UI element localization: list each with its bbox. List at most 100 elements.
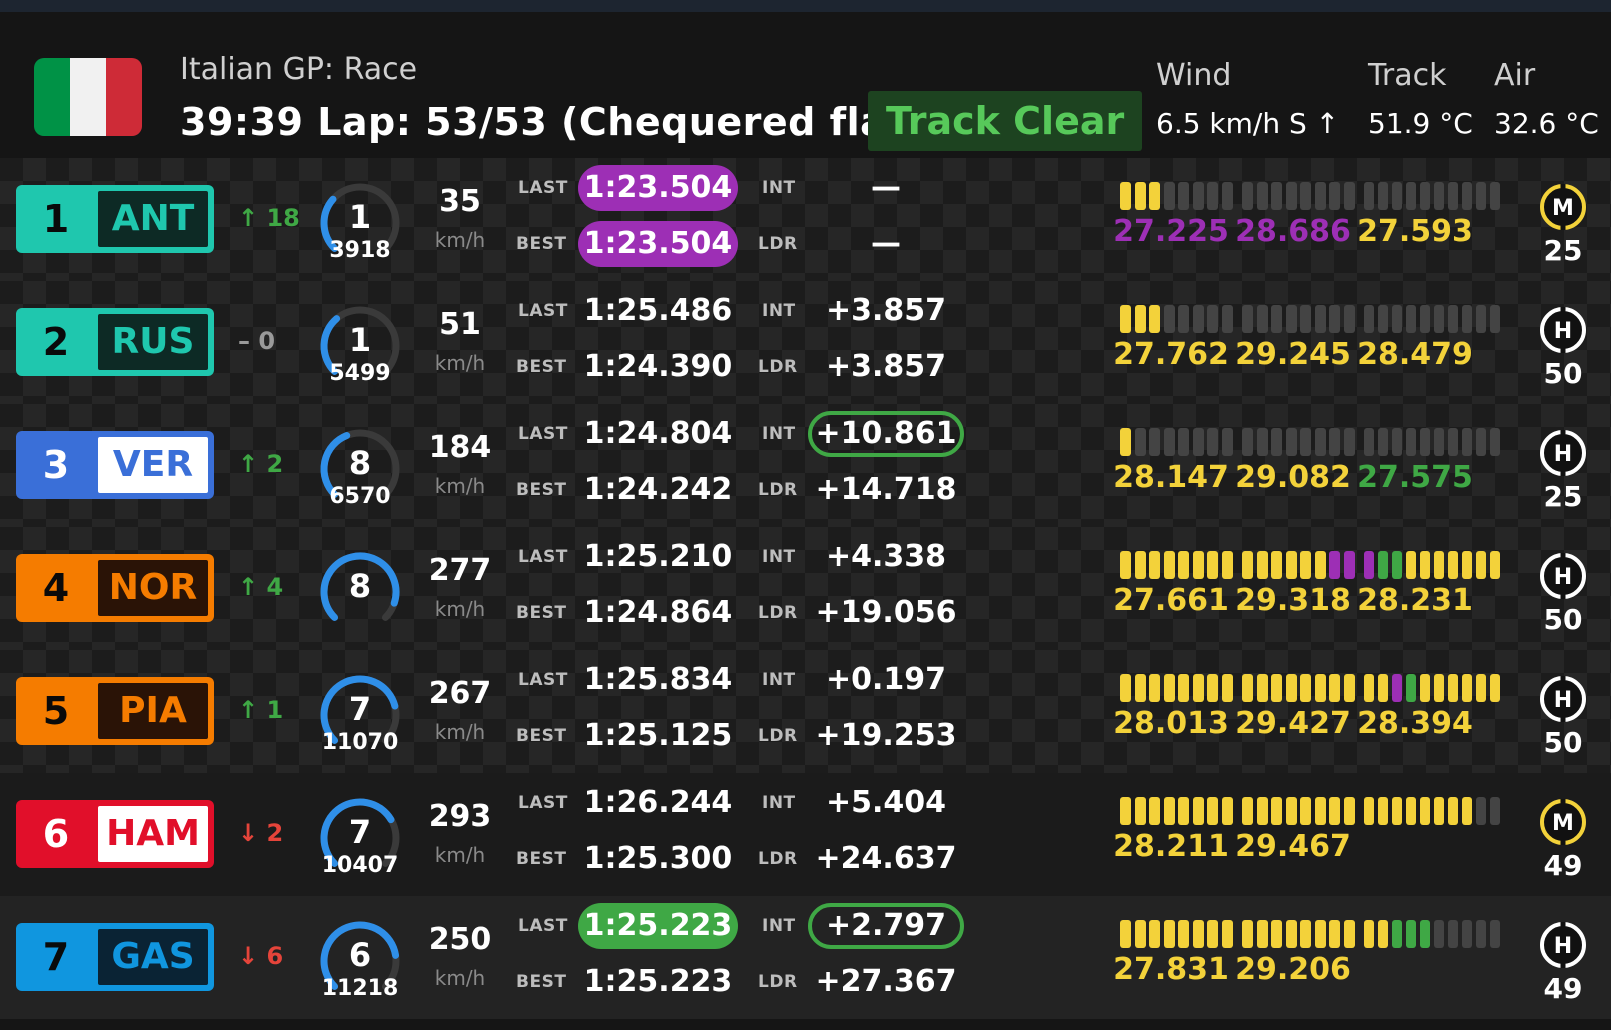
italy-flag-icon	[34, 58, 142, 136]
mini-sector	[1149, 920, 1160, 948]
driver-row[interactable]: 7 GAS ↓ 6 6 11218 250 km/h LAST BEST 1:25.223 1:25…	[0, 896, 1611, 1019]
mini-sector	[1420, 182, 1430, 210]
rpm-value: 6570	[329, 484, 391, 509]
gear-value: 7	[348, 690, 372, 728]
mini-sector	[1207, 920, 1218, 948]
mini-sector	[1434, 920, 1444, 948]
interval-label: INT	[762, 178, 796, 198]
mini-sector	[1343, 182, 1355, 210]
mini-sector	[1300, 920, 1311, 948]
gear-value: 7	[348, 813, 372, 851]
mini-sector	[1300, 305, 1311, 333]
mini-sector	[1490, 428, 1500, 456]
tyre-laps: 49	[1543, 849, 1583, 882]
sector-time: 28.147	[1113, 460, 1229, 495]
mini-sector	[1314, 797, 1326, 825]
mini-sector-bar	[1120, 182, 1260, 212]
mini-sector	[1120, 428, 1131, 456]
last-lap-time: 1:25.223	[578, 903, 738, 949]
leader-gap-value: +24.637	[815, 841, 957, 876]
mini-sector	[1378, 551, 1388, 579]
tyre-laps: 50	[1543, 726, 1583, 759]
driver-row[interactable]: 1 ANT ↑ 18 1 3918 35 km/h LAST BEST 1:23.504 1:23.…	[0, 158, 1611, 281]
position-number: 3	[42, 443, 70, 487]
mini-sector	[1207, 428, 1218, 456]
mini-sector	[1271, 182, 1282, 210]
mini-sector	[1256, 551, 1268, 579]
position-badge: 6 HAM	[16, 800, 214, 868]
mini-sector	[1462, 428, 1472, 456]
last-lap-label: LAST	[518, 301, 568, 321]
mini-sector	[1271, 428, 1282, 456]
mini-sector	[1406, 920, 1416, 948]
best-lap-label: BEST	[516, 972, 567, 992]
driver-code: HAM	[98, 806, 208, 862]
mini-sector	[1256, 428, 1268, 456]
driver-code: NOR	[98, 560, 208, 616]
mini-sector	[1490, 551, 1500, 579]
mini-sector	[1490, 797, 1500, 825]
mini-sector-bar	[1242, 428, 1382, 458]
mini-sector	[1406, 551, 1416, 579]
flag-stripe-red	[106, 58, 142, 136]
mini-sector	[1420, 428, 1430, 456]
driver-row[interactable]: 6 HAM ↓ 2 7 10407 293 km/h LAST BEST 1:26.244 1:25…	[0, 773, 1611, 896]
sector-time: 27.762	[1113, 337, 1229, 372]
mini-sector	[1192, 182, 1204, 210]
mini-sector	[1242, 797, 1253, 825]
mini-sector	[1448, 920, 1458, 948]
position-change: ↑ 4	[238, 573, 284, 601]
mini-sector	[1406, 182, 1416, 210]
best-lap-label: BEST	[516, 849, 567, 869]
leader-gap-value: +19.253	[815, 718, 957, 753]
rpm-value: 5499	[329, 361, 391, 386]
sector-time: 29.082	[1235, 460, 1351, 495]
sector-time: 29.467	[1235, 829, 1351, 864]
mini-sector	[1364, 182, 1374, 210]
best-lap-time: 1:24.242	[583, 472, 733, 507]
sector-time: 29.318	[1235, 583, 1351, 618]
position-change: ↓ 2	[238, 819, 284, 847]
mini-sector	[1134, 182, 1146, 210]
mini-sector	[1476, 797, 1486, 825]
driver-row[interactable]: 3 VER ↑ 2 8 6570 184 km/h LAST BEST 1:24.804 1:24.…	[0, 404, 1611, 527]
speed-value: 184	[428, 430, 492, 465]
sector-time: 28.394	[1357, 706, 1473, 741]
weather-wind-value: 6.5 km/h S ↑	[1156, 107, 1340, 140]
mini-sector	[1221, 674, 1233, 702]
tyre-compound-letter: M	[1552, 196, 1574, 221]
tyre-compound-letter: M	[1552, 811, 1574, 836]
mini-sector-bar	[1120, 305, 1260, 335]
mini-sector	[1163, 920, 1175, 948]
mini-sector	[1271, 797, 1282, 825]
driver-row[interactable]: 4 NOR ↑ 4 8 277 km/h LAST BEST 1:25.210 1:24.864 I…	[0, 527, 1611, 650]
best-lap-time: 1:25.223	[583, 964, 733, 999]
mini-sector	[1192, 428, 1204, 456]
driver-row[interactable]: 2 RUS – 0 1 5499 51 km/h LAST BEST 1:25.486 1:24.3…	[0, 281, 1611, 404]
sector-time: 27.661	[1113, 583, 1229, 618]
tyre-compound-letter: H	[1554, 934, 1572, 959]
last-lap-label: LAST	[518, 424, 568, 444]
timing-tower: 1 ANT ↑ 18 1 3918 35 km/h LAST BEST 1:23.504 1:23.…	[0, 158, 1611, 1020]
gear-value: 8	[348, 444, 372, 482]
mini-sector	[1120, 674, 1131, 702]
mini-sector-bar	[1242, 920, 1382, 950]
mini-sector	[1314, 305, 1326, 333]
mini-sector	[1178, 797, 1189, 825]
sector-time: 27.225	[1113, 214, 1229, 249]
mini-sector	[1149, 182, 1160, 210]
interval-label: INT	[762, 670, 796, 690]
mini-sector	[1420, 674, 1430, 702]
mini-sector	[1329, 920, 1340, 948]
last-lap-label: LAST	[518, 916, 568, 936]
best-lap-label: BEST	[516, 603, 567, 623]
mini-sector	[1314, 674, 1326, 702]
sector-time: 27.831	[1113, 952, 1229, 987]
leader-gap-label: LDR	[758, 357, 798, 377]
mini-sector	[1406, 428, 1416, 456]
mini-sector	[1392, 674, 1402, 702]
mini-sector	[1434, 305, 1444, 333]
rpm-value: 11070	[321, 730, 399, 755]
mini-sector	[1120, 305, 1131, 333]
driver-row[interactable]: 5 PIA ↑ 1 7 11070 267 km/h LAST BEST 1:25.834 1:25…	[0, 650, 1611, 773]
